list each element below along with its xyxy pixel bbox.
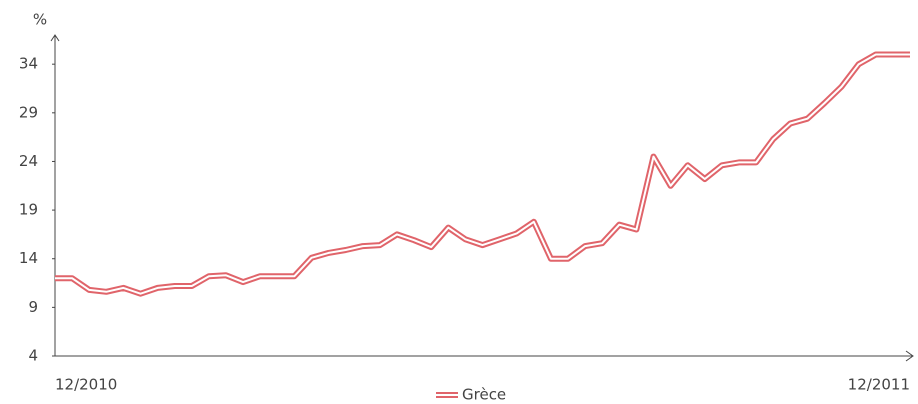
y-tick-label: 24	[19, 152, 38, 170]
y-tick-label: 19	[19, 201, 38, 219]
y-tick-label: 29	[19, 103, 38, 121]
y-axis-label: %	[33, 11, 47, 29]
y-axis-arrow	[50, 34, 60, 42]
x-axis-arrow	[905, 350, 914, 362]
x-tick-label: 12/2010	[55, 376, 117, 394]
x-tick-label: 12/2011	[848, 376, 910, 394]
y-tick-label: 4	[28, 347, 38, 365]
legend-label: Grèce	[462, 386, 506, 404]
y-tick-label: 14	[19, 249, 38, 267]
y-tick-label: 34	[19, 55, 38, 73]
y-tick-label: 9	[28, 298, 38, 316]
line-inner	[55, 53, 910, 295]
line	[55, 51, 910, 297]
